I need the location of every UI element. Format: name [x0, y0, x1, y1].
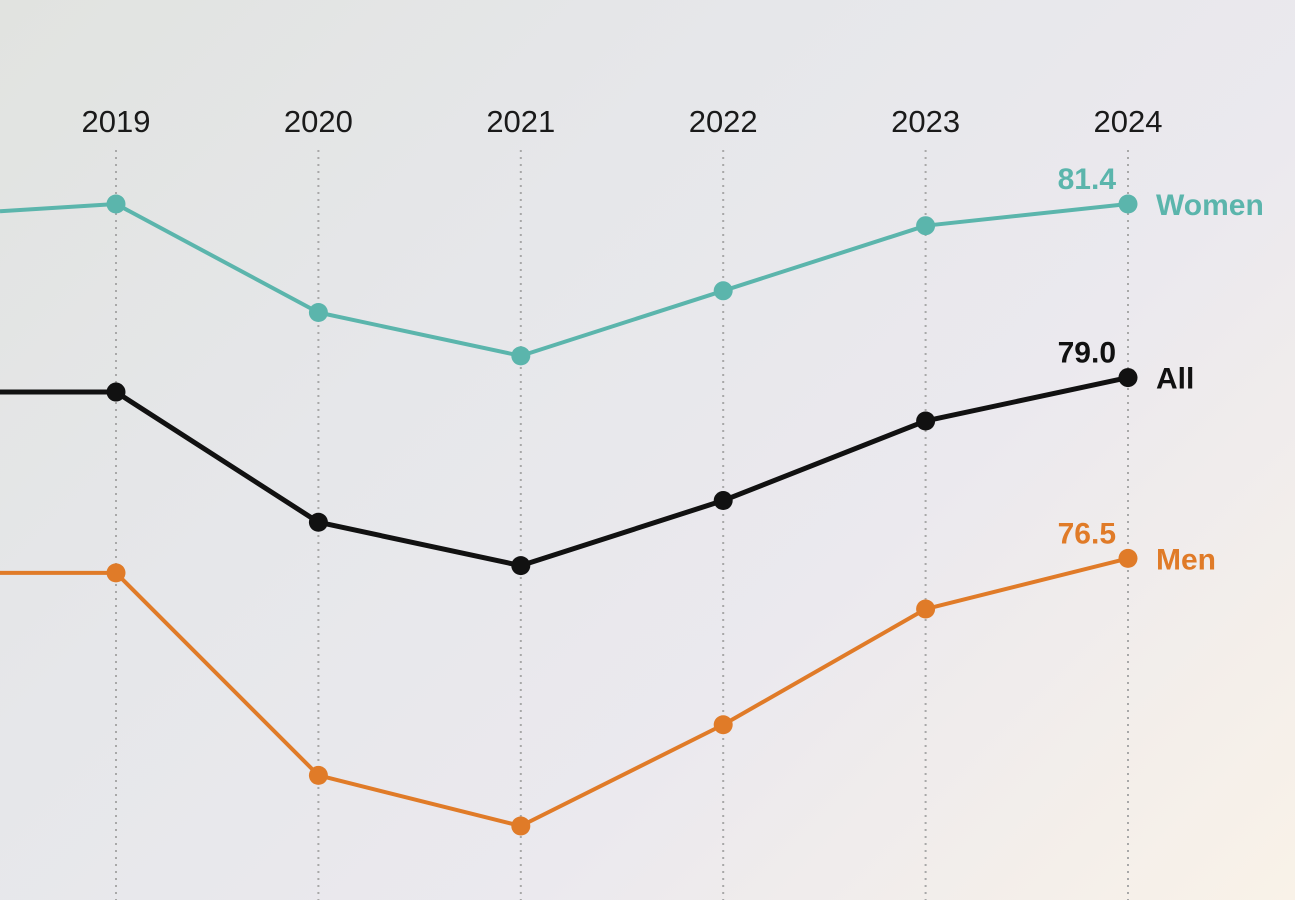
data-point — [511, 346, 531, 366]
data-point — [106, 382, 126, 402]
series-name-label: Women — [1156, 189, 1264, 222]
end-value-label: 81.4 — [1058, 163, 1117, 196]
series-line-men — [0, 556, 1129, 828]
end-labels: 81.4 Women 79.0 All 76.5 Men — [1058, 163, 1264, 576]
data-point — [713, 281, 733, 301]
x-tick-label: 2024 — [1094, 104, 1163, 139]
x-tick-label: 2023 — [891, 104, 960, 139]
data-point — [916, 599, 936, 619]
data-point — [106, 563, 126, 583]
data-point — [713, 715, 733, 735]
gridlines — [115, 150, 1129, 900]
data-point — [106, 194, 126, 214]
series-name-label: Men — [1156, 543, 1216, 576]
data-point — [308, 512, 328, 532]
series-name-label: All — [1156, 363, 1194, 396]
end-value-label: 76.5 — [1058, 517, 1116, 550]
data-point — [1118, 548, 1138, 568]
data-point — [308, 765, 328, 785]
series-line-all — [0, 375, 1129, 569]
series-line-women — [0, 202, 1129, 358]
data-point — [916, 411, 936, 431]
data-point — [713, 491, 733, 511]
x-tick-label: 2022 — [689, 104, 758, 139]
series-lines — [0, 194, 1138, 836]
data-point — [308, 302, 328, 322]
x-tick-label: 2020 — [284, 104, 353, 139]
end-value-label: 79.0 — [1058, 337, 1116, 370]
x-axis-labels: 2019 2020 2021 2022 2023 2024 — [82, 104, 1163, 139]
x-tick-label: 2021 — [486, 104, 555, 139]
data-point — [511, 816, 531, 836]
data-point — [916, 216, 936, 236]
x-tick-label: 2019 — [82, 104, 151, 139]
data-point — [1118, 194, 1138, 214]
data-point — [511, 556, 531, 576]
data-point — [1118, 368, 1138, 388]
